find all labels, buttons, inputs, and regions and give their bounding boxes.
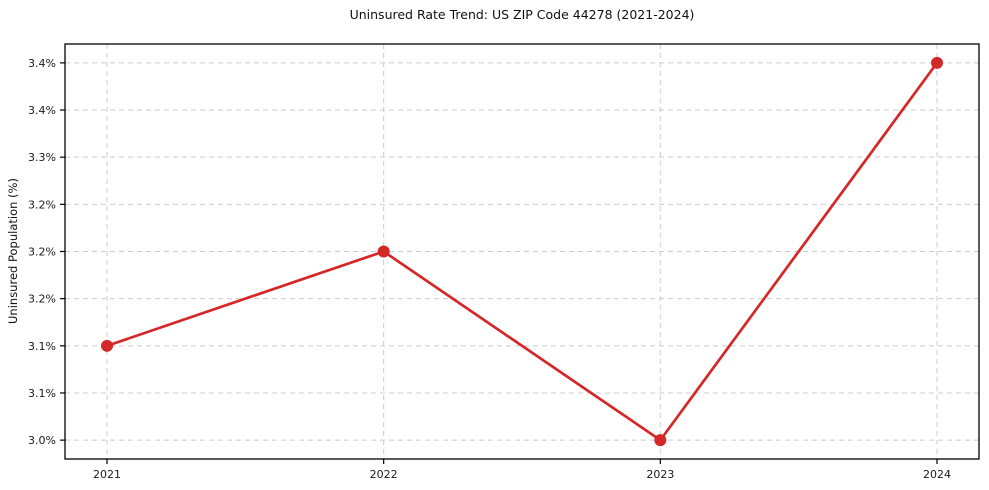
y-tick-label: 3.4% — [28, 104, 56, 117]
x-tick-label: 2023 — [646, 468, 674, 481]
y-tick-label: 3.1% — [28, 340, 56, 353]
y-tick-label: 3.0% — [28, 434, 56, 447]
x-tick-label: 2021 — [93, 468, 121, 481]
data-point-2023 — [654, 434, 667, 447]
trend-line — [105, 61, 939, 442]
y-tick-label: 3.2% — [28, 246, 56, 259]
y-tick-label: 3.1% — [28, 387, 56, 400]
data-point-2021 — [101, 339, 113, 352]
y-tick-label: 3.3% — [28, 151, 56, 164]
y-tick-label: 3.4% — [28, 57, 56, 70]
y-tick-label: 3.2% — [28, 198, 56, 211]
y-tick-label: 3.2% — [28, 293, 56, 306]
x-tick-label: 2024 — [923, 468, 951, 481]
chart-title: Uninsured Rate Trend: US ZIP Code 44278 … — [349, 7, 695, 22]
plot-frame — [64, 43, 980, 460]
x-tick-label: 2022 — [370, 468, 398, 481]
data-point-2024 — [931, 56, 943, 69]
data-point-2022 — [377, 245, 390, 258]
